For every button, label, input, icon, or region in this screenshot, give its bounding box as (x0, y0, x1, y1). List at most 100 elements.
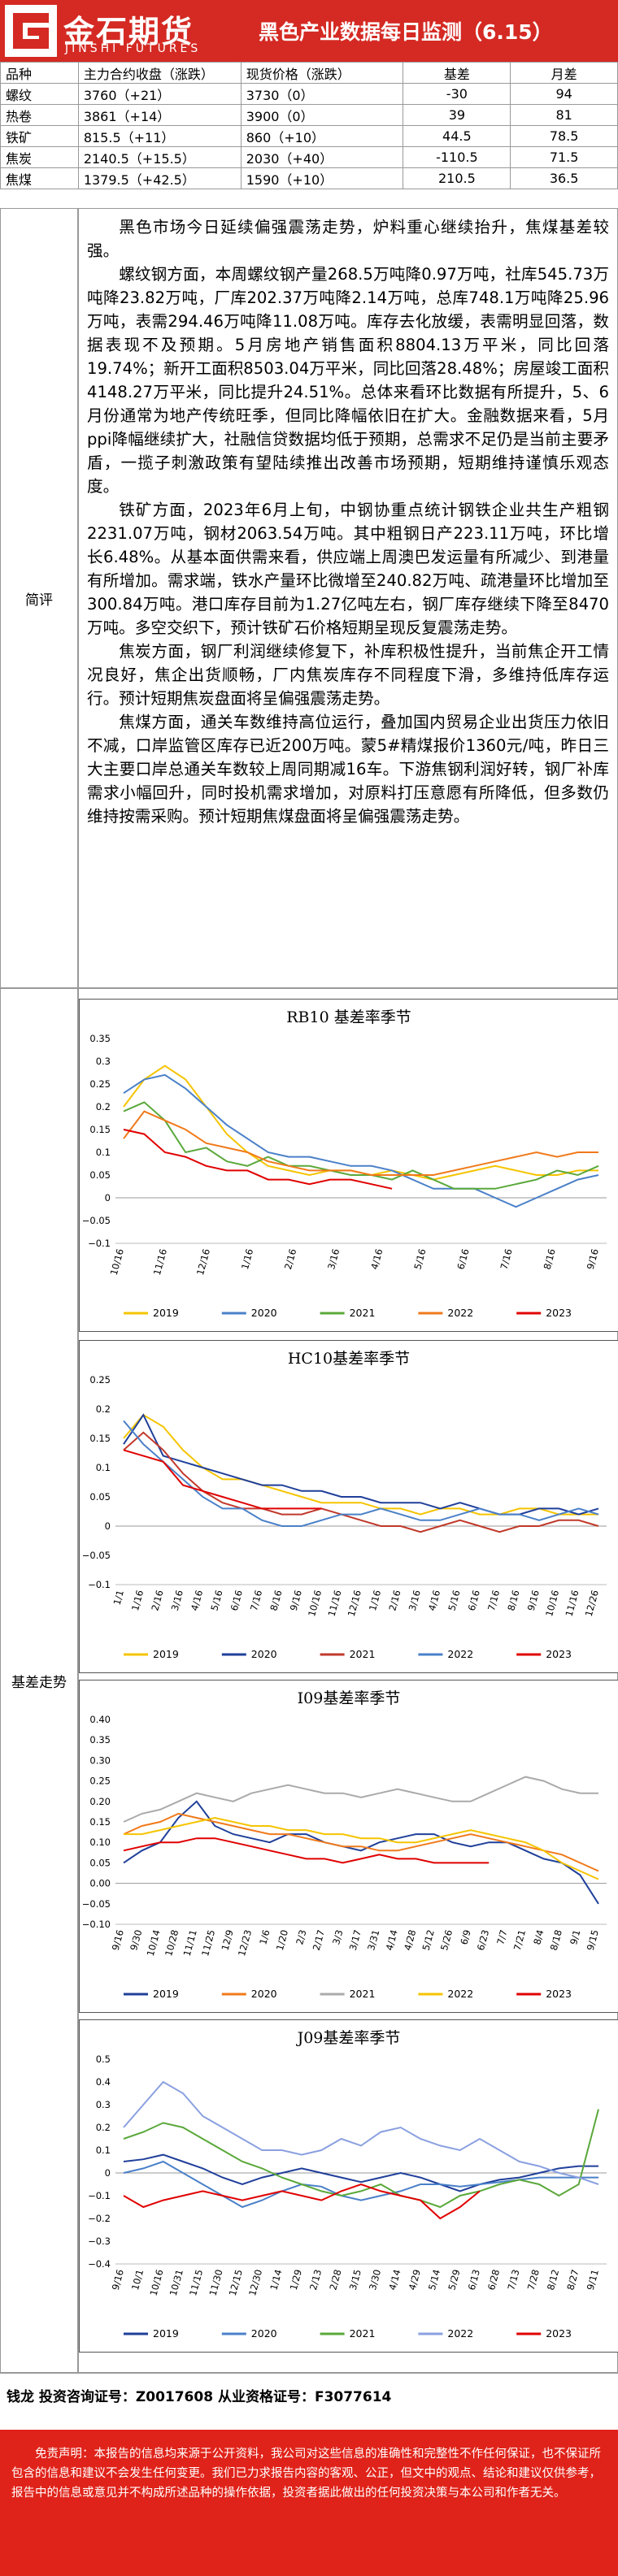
series-line-2023 (123, 2183, 481, 2220)
y-tick-label: 0.2 (96, 1101, 111, 1112)
x-tick-label: 5/26 (438, 1928, 455, 1952)
x-tick-label: 11/25 (199, 1928, 217, 1958)
x-tick-label: 2/13 (307, 2268, 324, 2292)
legend-label: 2021 (350, 1648, 376, 1660)
disclaimer: 免责声明：本报告的信息均来源于公开资料，我公司对这些信息的准确性和完整性不作任何… (0, 2430, 618, 2576)
x-tick-label: 7/16 (248, 1589, 264, 1612)
x-tick-label: 4/14 (386, 2268, 403, 2292)
x-tick-label: 1/20 (274, 1928, 290, 1952)
cell-spot: 3900（0） (240, 104, 404, 126)
cell-variety: 焦炭 (0, 146, 79, 168)
basis-trend-label: 基差走势 (0, 988, 78, 2373)
y-tick-label: 0.3 (96, 2099, 111, 2110)
legend-label: 2023 (546, 1648, 572, 1660)
x-tick-label: 7/21 (511, 1928, 528, 1952)
series-line-2022 (123, 1110, 598, 1176)
x-tick-label: 4/14 (384, 1928, 400, 1952)
cell-contract: 2140.5（+15.5） (77, 146, 242, 168)
cell-spot: 860（+10） (240, 125, 404, 147)
y-tick-label: 0.2 (96, 1403, 111, 1415)
y-tick-label: 0.3 (96, 1056, 111, 1067)
y-tick-label: 0.15 (89, 1124, 111, 1135)
legend-label: 2022 (447, 1988, 473, 2000)
x-tick-label: 10/14 (145, 1928, 163, 1958)
cell-spread: 36.5 (510, 167, 618, 189)
x-tick-label: 2/16 (282, 1247, 298, 1271)
x-tick-label: 4/16 (426, 1589, 442, 1612)
x-tick-label: 9/30 (128, 1928, 144, 1952)
cell-spread: 71.5 (510, 146, 618, 168)
series-line-2023 (123, 1837, 490, 1864)
y-tick-label: 0.30 (89, 1754, 111, 1766)
price-table: 品种 主力合约收盘（涨跌） 现货价格（涨跌） 基差 月差 螺纹 3760（+21… (0, 62, 618, 189)
chart-title: J09基差率季节 (296, 2029, 401, 2047)
y-tick-label: −0.05 (82, 1898, 111, 1910)
x-tick-label: 11/16 (151, 1247, 169, 1277)
y-tick-label: 0.4 (96, 2076, 111, 2088)
cell-variety: 螺纹 (0, 83, 79, 105)
x-tick-label: 2/16 (386, 1589, 403, 1612)
x-tick-label: 12/30 (246, 2268, 264, 2297)
chart-rb10-basis-rate: RB10 基差率季节 0.35 0.3 0.25 0.2 0.15 0.1 0.05 0 −0.0… (79, 999, 618, 1332)
header-month-spread: 月差 (510, 62, 618, 84)
y-tick-label: −0.1 (88, 2190, 111, 2201)
x-tick-label: 12/23 (236, 1928, 254, 1958)
y-tick-label: 0.2 (96, 2122, 111, 2133)
x-tick-label: 8/4 (531, 1928, 546, 1946)
legend-label: 2023 (546, 1988, 572, 2000)
header-main-contract: 主力合约收盘（涨跌） (77, 62, 242, 84)
cell-contract: 3760（+21） (77, 83, 242, 105)
x-tick-label: 8/16 (505, 1589, 521, 1612)
x-tick-label: 3/3 (330, 1928, 345, 1946)
x-tick-label: 10/16 (147, 2268, 165, 2297)
header-spot-price: 现货价格（涨跌） (240, 62, 404, 84)
x-tick-label: 10/1 (129, 2268, 146, 2292)
logo-chinese-name: 金石期货 (63, 14, 194, 50)
chart-title: RB10 基差率季节 (286, 1008, 411, 1026)
y-tick-label: 0.10 (89, 1837, 111, 1848)
legend-label: 2021 (350, 2327, 376, 2340)
series-line-2023 (123, 1449, 322, 1510)
price-table-header-row: 品种 主力合约收盘（涨跌） 现货价格（涨跌） 基差 月差 (0, 62, 618, 84)
y-tick-label: −0.05 (82, 1215, 111, 1226)
y-tick-label: 0.20 (89, 1796, 111, 1807)
cell-contract: 1379.5（+42.5） (77, 167, 242, 189)
chart-svg: HC10基差率季节0.250.20.150.10.050−0.05−0.11/1… (82, 1350, 607, 1660)
analyst-credentials: 钱龙 投资咨询证号：Z0017608 从业资格证号：F3077614 (0, 2373, 618, 2413)
chart-title: HC10基差率季节 (288, 1350, 410, 1368)
y-tick-label: −0.3 (88, 2236, 111, 2247)
legend-label: 2022 (447, 1648, 473, 1660)
x-tick-label: 8/16 (542, 1247, 558, 1271)
x-tick-label: 11/15 (187, 2268, 205, 2297)
logo-mark-icon (5, 5, 57, 57)
cell-contract: 815.5（+11） (77, 125, 242, 147)
x-tick-label: 6/16 (455, 1247, 471, 1271)
x-tick-label: 2/3 (294, 1928, 308, 1946)
legend-label: 2022 (447, 2327, 473, 2340)
y-tick-label: 0.5 (96, 2053, 111, 2065)
commentary-paragraph: 焦炭方面，钢厂利润继续修复下，补库积极性提升，当前焦企开工情况良好，焦企出货顺畅… (87, 642, 609, 708)
x-tick-label: 10/28 (163, 1928, 181, 1958)
y-tick-label: 0.40 (89, 1714, 111, 1725)
series-line-2019 (123, 2153, 598, 2192)
legend-label: 2020 (251, 1988, 277, 2000)
series-line-2021 (123, 1101, 599, 1190)
cell-variety: 焦煤 (0, 167, 79, 189)
legend-label: 2023 (546, 2327, 572, 2340)
x-tick-label: 5/16 (446, 1589, 462, 1612)
y-tick-label: 0.00 (89, 1878, 111, 1889)
x-tick-label: 6/28 (485, 2268, 502, 2292)
y-tick-label: 0.05 (89, 1491, 111, 1503)
company-logo: 金石期货 JINSHI FUTURES (5, 5, 218, 57)
y-tick-label: 0.1 (96, 1147, 111, 1158)
x-tick-label: 9/16 (110, 2268, 126, 2292)
x-tick-label: 4/28 (402, 1928, 418, 1952)
x-tick-label: 3/16 (169, 1589, 185, 1612)
cell-basis: -30 (403, 83, 511, 105)
basis-charts-panel: RB10 基差率季节 0.35 0.3 0.25 0.2 0.15 0.1 0.05 0 −0.0… (78, 988, 618, 2373)
series-line-2022 (124, 1816, 599, 1880)
x-tick-label: 6/16 (466, 1589, 482, 1612)
chart-i09-basis-rate: I09基差率季节 0.40 0.35 0.30 0.25 0.20 0.15 0.10 0.05… (79, 1680, 618, 2013)
y-tick-label: 0.15 (89, 1433, 111, 1444)
x-tick-label: 6/9 (458, 1928, 472, 1946)
